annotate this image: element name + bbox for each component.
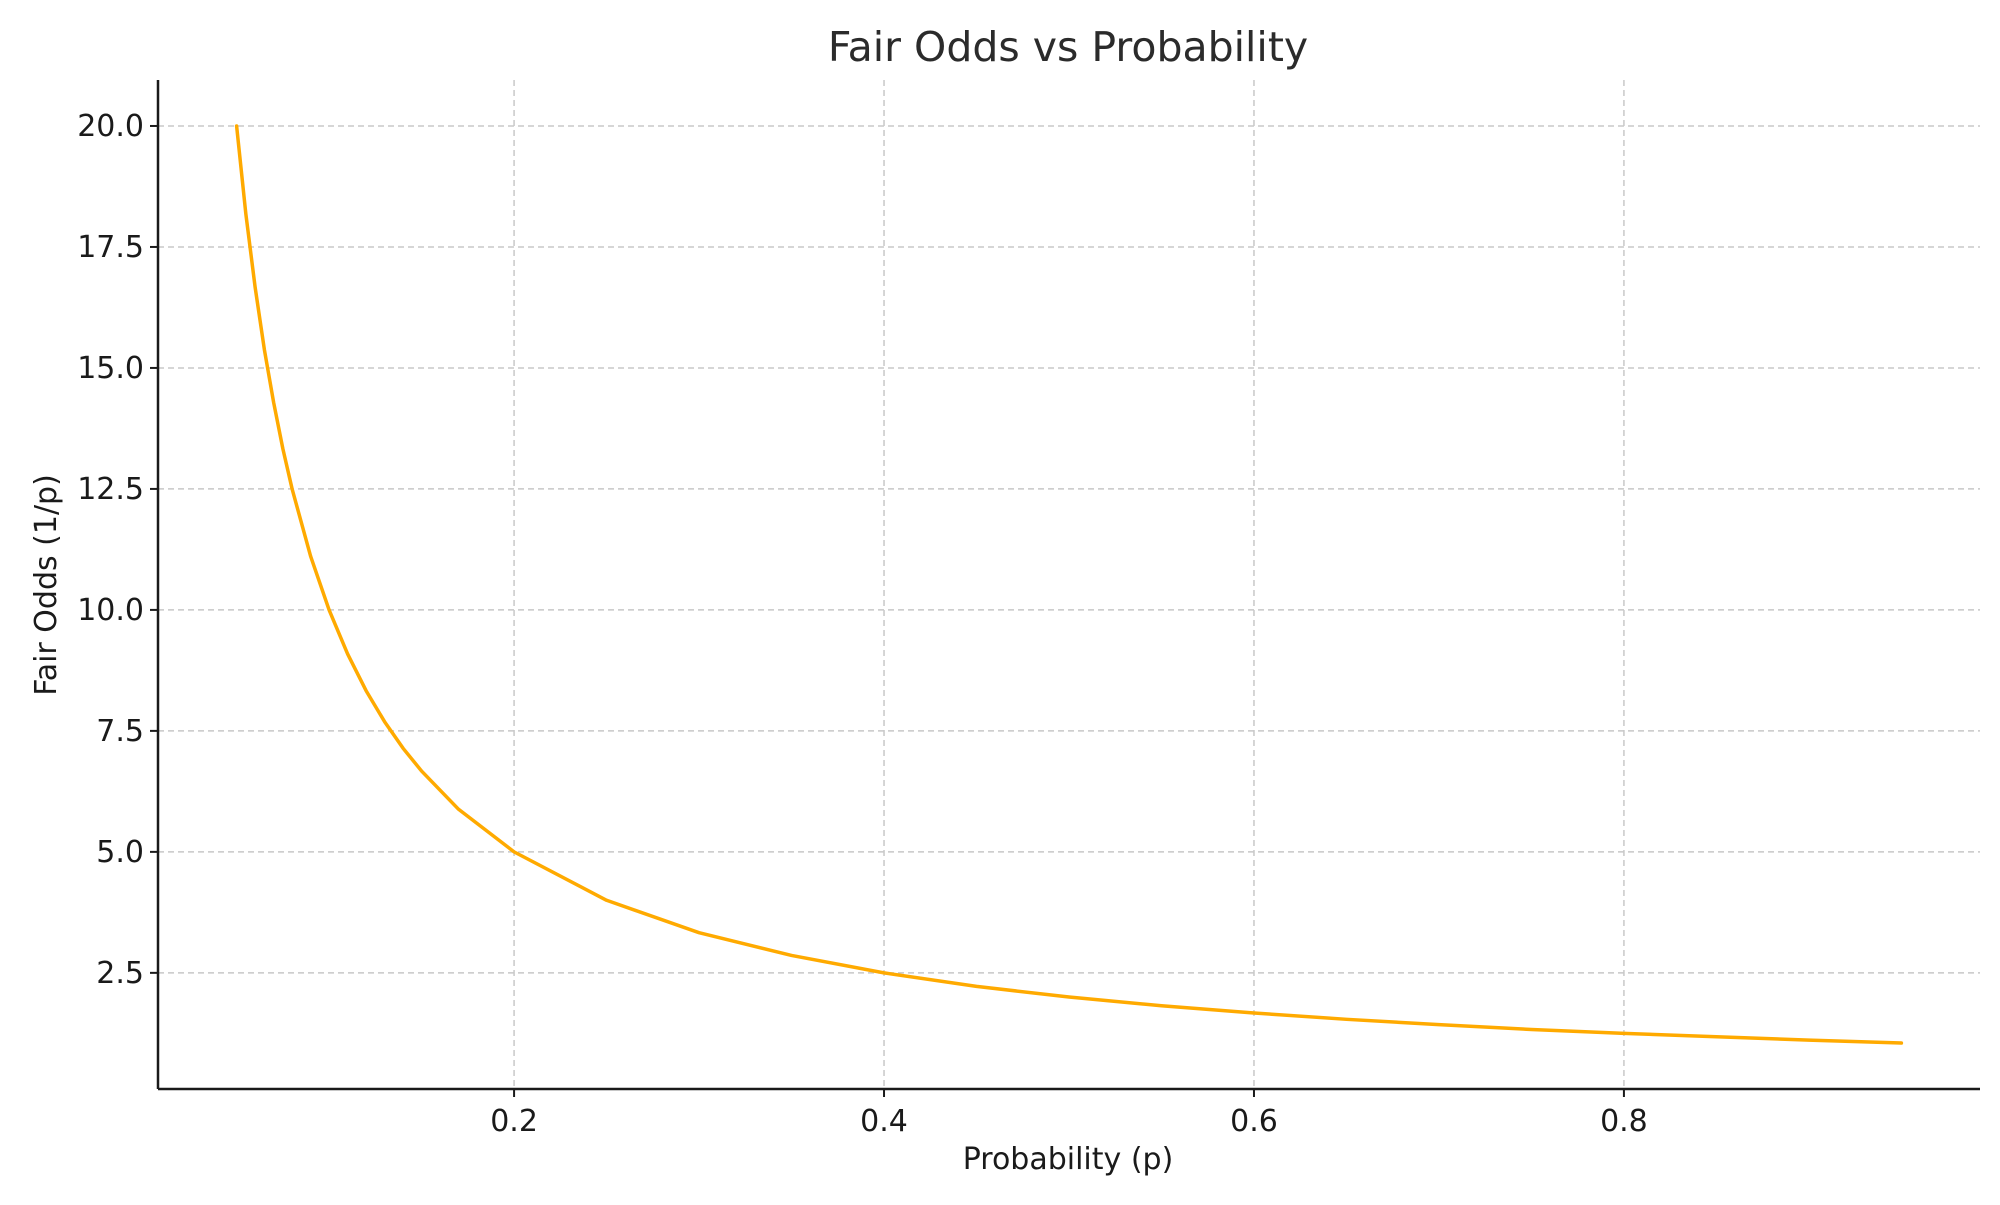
axes-layer xyxy=(156,80,1980,1091)
y-tick-label: 5.0 xyxy=(96,835,144,870)
tick-layer: 0.2 0.4 0.6 0.8 2.5 5.0 7.5 10.0 12.5 15.0 17.5 20.… xyxy=(77,109,1648,1139)
y-tick-label: 2.5 xyxy=(96,956,144,991)
x-axis-label: Probability (p) xyxy=(963,1142,1174,1177)
y-tick-label: 20.0 xyxy=(77,109,144,144)
x-tick-label: 0.6 xyxy=(1230,1104,1278,1139)
y-tick-label: 17.5 xyxy=(77,230,144,265)
y-tick-label: 7.5 xyxy=(96,714,144,749)
y-tick-label: 12.5 xyxy=(77,472,144,507)
chart-title: Fair Odds vs Probability xyxy=(828,23,1308,71)
x-tick-label: 0.8 xyxy=(1600,1104,1648,1139)
series-line xyxy=(234,124,1904,1045)
series-layer xyxy=(234,124,1904,1045)
x-tick-label: 0.4 xyxy=(860,1104,908,1139)
grid-layer xyxy=(158,80,1980,1089)
y-tick-label: 10.0 xyxy=(77,593,144,628)
y-tick-label: 15.0 xyxy=(77,351,144,386)
x-tick-label: 0.2 xyxy=(490,1104,538,1139)
y-axis-label: Fair Odds (1/p) xyxy=(29,474,64,696)
